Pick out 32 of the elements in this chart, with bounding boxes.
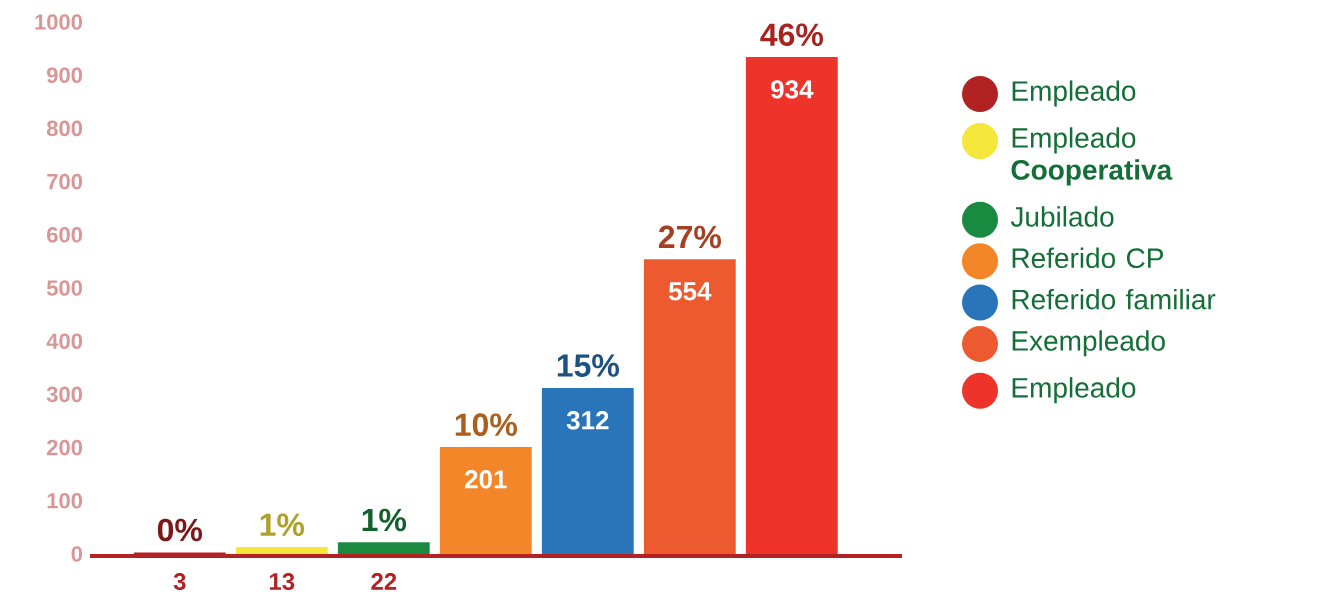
legend-label: Referido familiar [1012, 288, 1216, 310]
y-tick-label: 0 [71, 546, 83, 562]
data-label: 201 [465, 470, 507, 489]
annotation: 15% [557, 354, 619, 377]
legend-label: Empleado Cooperativa [1011, 127, 1173, 186]
data-label: 934 [771, 80, 814, 99]
legend-label: Referido CP [1012, 247, 1163, 269]
y-tick-label: 1000 [35, 14, 83, 30]
annotation: 1% [260, 513, 305, 536]
y-tick-label: 700 [47, 173, 83, 190]
data-label: 3 [173, 573, 186, 591]
y-tick-label: 600 [47, 227, 83, 243]
legend-label: Jubilado [1010, 206, 1114, 227]
data-label: 22 [371, 573, 397, 590]
annotation: 0% [157, 518, 203, 542]
y-tick-label: 400 [46, 333, 83, 349]
y-tick-label: 300 [46, 386, 83, 403]
y-tick-label: 100 [47, 493, 83, 509]
data-label: 554 [668, 282, 712, 301]
annotation: 27% [658, 225, 721, 249]
annotation: 46% [760, 23, 823, 47]
legend-label: Empleado [1012, 377, 1136, 404]
annotation: 1% [362, 508, 407, 532]
legend-label: Empleado [1012, 80, 1136, 107]
legend-label: Exempleado [1012, 330, 1165, 357]
data-label: 312 [566, 411, 609, 430]
annotation: 10% [455, 413, 517, 436]
y-tick-label: 200 [46, 439, 83, 456]
y-tick-label: 900 [46, 67, 83, 83]
data-label: 13 [269, 573, 295, 591]
y-tick-label: 800 [46, 120, 83, 137]
y-tick-label: 500 [46, 280, 83, 296]
